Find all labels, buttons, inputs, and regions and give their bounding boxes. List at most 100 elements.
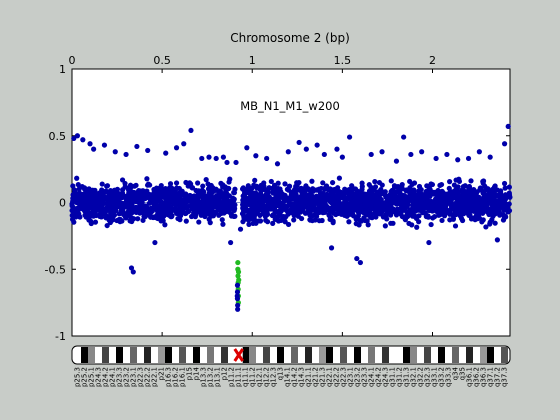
ideogram-band-label: q33.3 (445, 367, 453, 387)
data-point (349, 184, 355, 191)
data-point (298, 215, 305, 222)
data-point (347, 196, 353, 202)
data-point (336, 175, 343, 181)
data-point (447, 211, 453, 217)
data-point (231, 190, 238, 196)
data-point (368, 184, 374, 190)
data-point (469, 208, 475, 214)
data-point (195, 180, 201, 186)
ideogram-band (326, 347, 333, 363)
data-point (108, 206, 114, 212)
data-point (94, 197, 100, 203)
data-point (411, 196, 417, 202)
data-point (163, 150, 169, 156)
data-point (386, 207, 393, 214)
ideogram-band (207, 347, 214, 363)
data-point (495, 203, 502, 209)
data-point (313, 208, 319, 214)
data-point (123, 151, 129, 158)
data-point (458, 215, 465, 222)
data-point (340, 190, 346, 196)
data-point (117, 216, 123, 223)
data-point (419, 192, 425, 198)
ideogram-band (130, 347, 137, 363)
data-point (318, 191, 324, 197)
data-point (140, 188, 146, 194)
data-point (433, 155, 439, 162)
data-point (378, 188, 384, 195)
data-point (263, 192, 269, 198)
data-point (97, 190, 103, 196)
ideogram-band (487, 347, 494, 363)
data-point (73, 214, 79, 220)
data-point (173, 145, 180, 151)
data-point (168, 185, 175, 191)
data-point (285, 149, 291, 155)
x-axis-tick-labels: 0 0.5 1 1.5 2 (69, 54, 436, 67)
data-point (452, 223, 459, 229)
data-point (71, 135, 77, 142)
data-point (207, 184, 213, 190)
scatter-points (69, 123, 513, 312)
data-point (123, 215, 129, 221)
ideogram-band (88, 347, 95, 363)
ideogram-band-label: p13.2 (207, 367, 215, 387)
data-point (136, 195, 142, 201)
ideogram-band (403, 347, 410, 363)
data-point (246, 189, 252, 195)
data-point (101, 142, 108, 148)
data-point (454, 206, 460, 212)
data-point (292, 196, 298, 202)
data-point (282, 181, 288, 187)
data-point (439, 203, 445, 209)
data-point (480, 217, 486, 223)
data-point (213, 186, 219, 192)
data-point (231, 207, 237, 214)
data-point (257, 187, 264, 193)
data-point (224, 159, 230, 166)
chart-title: Chromosome 2 (bp) (230, 31, 350, 45)
data-point (466, 183, 473, 190)
ideogram-band-labels: p25.3 p25.2 p25.1 p24.3 p24.2 p24.1 p23.3 p23.2… (74, 366, 509, 387)
data-point (384, 198, 390, 204)
data-point (236, 277, 242, 283)
data-point (158, 215, 164, 221)
data-point (380, 214, 386, 220)
ideogram-band-label: q23.3 (361, 367, 369, 387)
data-point (479, 209, 485, 215)
data-point (461, 191, 467, 197)
data-point (227, 176, 233, 182)
data-point (212, 200, 218, 207)
data-point (428, 181, 434, 187)
ideogram-band-label: q31.3 (403, 367, 411, 387)
ideogram-band-label: q22.1 (326, 367, 334, 387)
data-point (181, 141, 187, 147)
data-point (172, 206, 179, 212)
data-point (178, 191, 185, 197)
data-point (139, 209, 145, 216)
data-point (391, 183, 398, 189)
data-point (326, 212, 332, 218)
ideogram-band (116, 347, 123, 363)
ideogram-band-label: q32.1 (410, 367, 418, 387)
ideogram-band-label: q34 (452, 366, 460, 380)
data-point (461, 199, 468, 205)
data-point (416, 183, 423, 190)
ideogram-band-label: p23.3 (116, 367, 124, 387)
data-point (88, 220, 94, 227)
ideogram-band-label: p11.1 (235, 367, 243, 387)
data-point (209, 189, 215, 195)
data-point (485, 206, 492, 212)
data-point (444, 151, 450, 158)
ideogram-band-label: q24.2 (375, 367, 383, 387)
ideogram-band-label: q21.2 (312, 367, 320, 387)
data-point (438, 181, 445, 188)
data-point (241, 213, 247, 220)
data-point (167, 181, 174, 187)
data-point (372, 179, 378, 185)
data-point (371, 199, 377, 205)
data-point (365, 209, 371, 215)
data-point (277, 212, 283, 218)
data-point (352, 192, 358, 198)
data-point (77, 196, 83, 202)
